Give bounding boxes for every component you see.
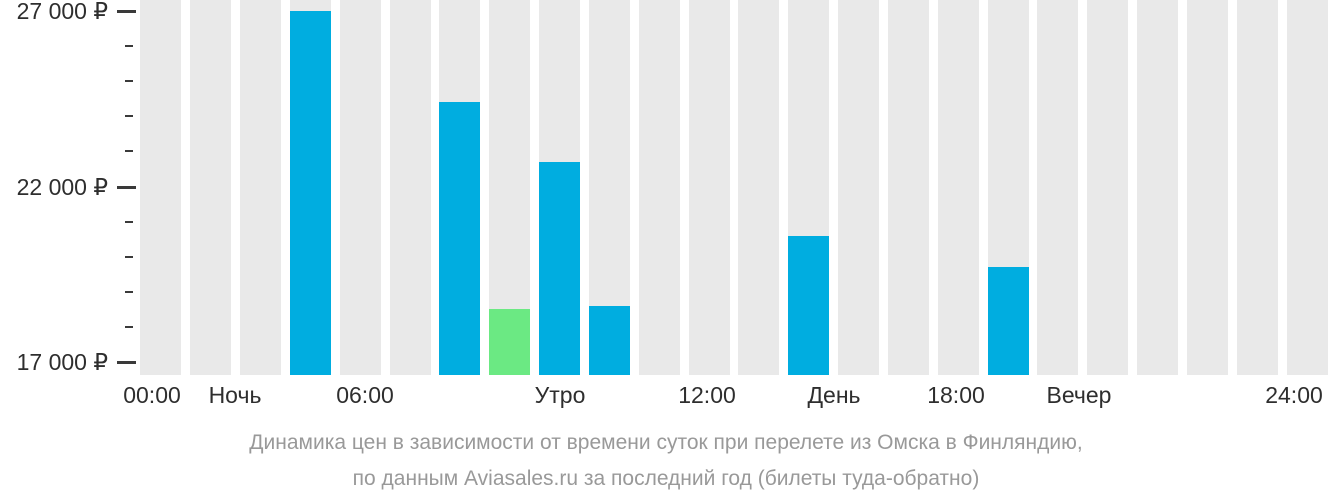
y-axis-tick-label: 22 000 ₽ — [16, 173, 108, 200]
bar-column-hour-6 — [439, 0, 481, 375]
min-price-bar[interactable] — [489, 309, 531, 375]
bar-background — [738, 0, 780, 375]
x-axis-label: 12:00 — [678, 382, 736, 408]
bar-column-hour-22 — [1236, 0, 1278, 375]
y-axis-minor-tick — [125, 325, 133, 328]
y-axis-minor-tick — [125, 255, 133, 258]
y-axis-minor-tick — [125, 115, 133, 118]
price-bar-hour-3[interactable] — [289, 11, 331, 375]
bar-column-hour-4 — [339, 0, 381, 375]
plot-area — [136, 0, 1332, 375]
x-axis-label: 00:00 — [123, 382, 181, 408]
x-axis-label: 06:00 — [336, 382, 394, 408]
y-axis-major-tick — [117, 361, 136, 364]
bar-column-hour-12 — [738, 0, 780, 375]
bar-column-hour-0 — [140, 0, 182, 375]
bar-background — [937, 0, 979, 375]
price-bar-hour-8[interactable] — [539, 161, 581, 375]
bar-column-hour-7 — [489, 0, 531, 375]
x-axis-label: Вечер — [1046, 382, 1112, 408]
bar-column-hour-1 — [190, 0, 232, 375]
bar-column-hour-8 — [539, 0, 581, 375]
y-axis-minor-tick — [125, 80, 133, 83]
bar-background — [140, 0, 182, 375]
price-bar-hour-13[interactable] — [788, 235, 830, 375]
x-axis-label: Утро — [534, 382, 586, 408]
x-axis-label: День — [807, 382, 861, 408]
bar-column-hour-13 — [788, 0, 830, 375]
bar-column-hour-19 — [1087, 0, 1129, 375]
y-axis-minor-tick — [125, 220, 133, 223]
bar-background — [688, 0, 730, 375]
bar-column-hour-5 — [389, 0, 431, 375]
bar-column-hour-2 — [240, 0, 282, 375]
bar-background — [240, 0, 282, 375]
y-axis-tick-label: 17 000 ₽ — [16, 349, 108, 375]
y-axis-minor-tick — [125, 45, 133, 48]
chart-caption-line-1: Динамика цен в зависимости от времени су… — [249, 431, 1083, 454]
bar-background — [1037, 0, 1079, 375]
bar-background — [1137, 0, 1179, 375]
bar-column-hour-17 — [987, 0, 1029, 375]
x-axis-label: 18:00 — [927, 382, 985, 408]
bar-background — [1186, 0, 1228, 375]
bar-column-hour-23 — [1286, 0, 1328, 375]
bar-column-hour-10 — [638, 0, 680, 375]
price-bar-hour-9[interactable] — [588, 305, 630, 375]
price-bar-hour-6[interactable] — [439, 102, 481, 375]
y-axis-tick-label: 27 000 ₽ — [16, 0, 108, 24]
y-axis-major-tick — [117, 10, 136, 13]
bar-background — [838, 0, 880, 375]
bar-background — [190, 0, 232, 375]
bar-column-hour-21 — [1186, 0, 1228, 375]
bar-column-hour-16 — [937, 0, 979, 375]
bar-column-hour-3 — [289, 0, 331, 375]
bar-background — [887, 0, 929, 375]
bar-background — [389, 0, 431, 375]
bar-background — [1087, 0, 1129, 375]
bar-background — [1286, 0, 1328, 375]
bar-column-hour-11 — [688, 0, 730, 375]
y-axis-minor-tick — [125, 290, 133, 293]
bar-column-hour-14 — [838, 0, 880, 375]
bar-column-hour-18 — [1037, 0, 1079, 375]
bar-column-hour-9 — [588, 0, 630, 375]
bar-column-hour-15 — [887, 0, 929, 375]
x-axis-label: Ночь — [208, 382, 262, 408]
bar-column-hour-20 — [1137, 0, 1179, 375]
chart-caption-line-2: по данным Aviasales.ru за последний год … — [352, 467, 980, 490]
bar-background — [1236, 0, 1278, 375]
y-axis-minor-tick — [125, 150, 133, 153]
bar-background — [638, 0, 680, 375]
x-axis-label: 24:00 — [1265, 382, 1323, 408]
y-axis-major-tick — [117, 185, 136, 189]
bar-background — [339, 0, 381, 375]
price-bar-hour-17[interactable] — [987, 267, 1029, 375]
